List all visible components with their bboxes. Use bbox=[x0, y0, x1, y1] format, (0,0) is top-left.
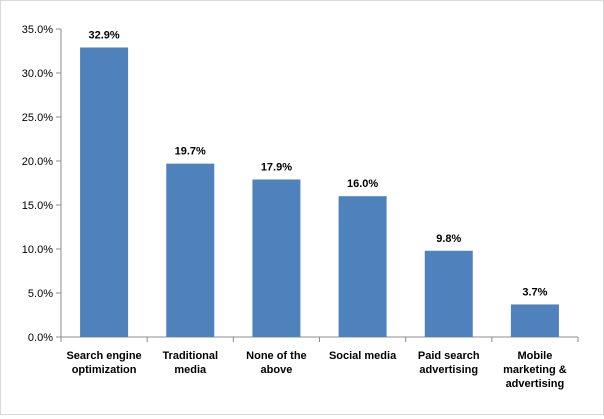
bar bbox=[80, 47, 129, 337]
y-tick-label: 35.0% bbox=[22, 24, 53, 36]
category-label: Social media bbox=[329, 350, 397, 362]
y-tick-label: 0.0% bbox=[28, 332, 53, 344]
category-label: Traditional media bbox=[162, 350, 218, 376]
y-tick-label: 15.0% bbox=[22, 200, 53, 212]
bar bbox=[510, 304, 559, 337]
bar bbox=[424, 250, 473, 337]
y-tick-label: 20.0% bbox=[22, 156, 53, 168]
data-label: 3.7% bbox=[522, 286, 547, 298]
data-label: 9.8% bbox=[436, 233, 461, 245]
category-label: Mobile marketing & advertising bbox=[503, 350, 567, 390]
y-tick-label: 5.0% bbox=[28, 288, 53, 300]
category-label: Paid search advertising bbox=[418, 350, 480, 376]
data-label: 17.9% bbox=[261, 161, 292, 173]
labels: 32.9% Search engine optimization 19.7% Tradi… bbox=[66, 29, 566, 390]
y-tick-label: 10.0% bbox=[22, 244, 53, 256]
data-label: 19.7% bbox=[175, 146, 206, 158]
bar bbox=[252, 179, 301, 337]
category-label: Search engine optimization bbox=[66, 350, 141, 376]
data-label: 16.0% bbox=[347, 178, 378, 190]
bars bbox=[80, 47, 559, 337]
data-label: 32.9% bbox=[88, 29, 119, 41]
bar bbox=[166, 163, 215, 337]
bar bbox=[338, 196, 387, 337]
axes: 0.0% 5.0% 10.0% 15.0% 20.0% 25.0% 30.0% 35.0% bbox=[22, 24, 579, 344]
category-label: None of the above bbox=[246, 350, 307, 376]
y-tick-label: 25.0% bbox=[22, 112, 53, 124]
y-tick-label: 30.0% bbox=[22, 68, 53, 80]
